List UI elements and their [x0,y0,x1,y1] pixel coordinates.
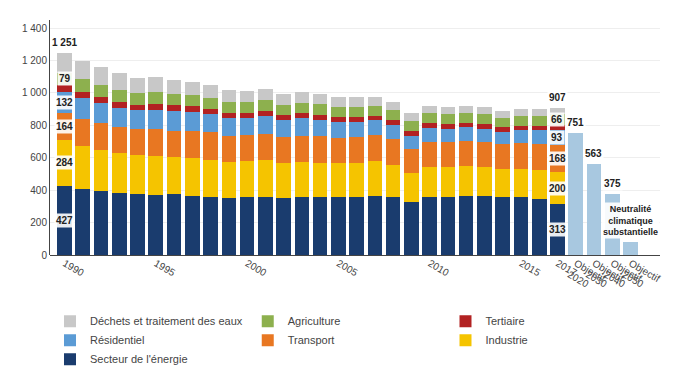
svg-text:751: 751 [567,117,584,128]
svg-text:1 400: 1 400 [22,23,47,34]
svg-text:1 000: 1 000 [22,87,47,98]
svg-text:2015: 2015 [517,258,542,279]
svg-text:132: 132 [56,97,73,108]
svg-text:600: 600 [30,152,47,163]
svg-text:1 200: 1 200 [22,55,47,66]
svg-text:Déchets et traitement des eaux: Déchets et traitement des eaux [90,315,243,327]
svg-text:93: 93 [551,132,563,143]
svg-text:200: 200 [30,217,47,228]
svg-text:313: 313 [549,224,566,235]
svg-text:Neutralitéclimatiquesubstantie: Neutralitéclimatiquesubstantielle [603,204,658,237]
svg-text:284: 284 [56,157,73,168]
svg-text:Secteur de l'énergie: Secteur de l'énergie [90,353,188,365]
svg-text:1 251: 1 251 [52,37,77,48]
svg-text:Objectif2020: Objectif2020 [566,258,608,296]
svg-text:Tertiaire: Tertiaire [485,315,524,327]
svg-text:375: 375 [604,178,621,189]
svg-text:66: 66 [551,114,563,125]
svg-text:563: 563 [585,148,602,159]
svg-text:2005: 2005 [335,258,360,279]
svg-text:Objectif2050: Objectif2050 [621,258,663,296]
svg-text:2010: 2010 [426,258,451,279]
svg-text:427: 427 [56,215,73,226]
svg-text:0: 0 [41,250,47,261]
svg-text:Agriculture: Agriculture [288,315,341,327]
svg-text:1995: 1995 [152,258,177,279]
svg-text:Industrie: Industrie [485,334,527,346]
svg-text:907: 907 [549,92,566,103]
svg-text:Objectif2030: Objectif2030 [584,258,626,296]
svg-text:Objectif2040: Objectif2040 [602,258,644,296]
svg-text:Résidentiel: Résidentiel [90,334,144,346]
svg-text:2000: 2000 [244,258,269,279]
svg-text:2017: 2017 [554,258,579,279]
svg-text:800: 800 [30,120,47,131]
svg-text:400: 400 [30,185,47,196]
svg-text:164: 164 [56,121,73,132]
svg-text:200: 200 [549,183,566,194]
svg-text:Transport: Transport [288,334,335,346]
svg-text:79: 79 [59,73,71,84]
svg-text:1990: 1990 [61,258,86,279]
svg-text:168: 168 [549,153,566,164]
